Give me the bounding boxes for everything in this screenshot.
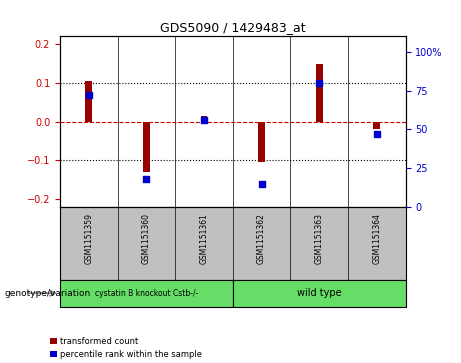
Point — [315, 80, 323, 86]
Text: GSM1151363: GSM1151363 — [315, 213, 324, 264]
Point — [85, 92, 92, 98]
Point — [373, 131, 381, 137]
Text: GSM1151361: GSM1151361 — [200, 213, 208, 264]
Text: GSM1151362: GSM1151362 — [257, 213, 266, 264]
Text: GSM1151364: GSM1151364 — [372, 213, 381, 264]
Bar — [373, 122, 380, 129]
Bar — [85, 81, 92, 122]
Bar — [316, 64, 323, 122]
Point — [200, 117, 207, 123]
Text: GSM1151359: GSM1151359 — [84, 213, 93, 264]
Text: cystatin B knockout Cstb-/-: cystatin B knockout Cstb-/- — [95, 289, 198, 298]
Text: GSM1151360: GSM1151360 — [142, 213, 151, 264]
Bar — [201, 116, 207, 122]
Bar — [60, 280, 233, 307]
Bar — [143, 122, 150, 172]
Point — [142, 176, 150, 182]
Legend: transformed count, percentile rank within the sample: transformed count, percentile rank withi… — [50, 337, 202, 359]
Title: GDS5090 / 1429483_at: GDS5090 / 1429483_at — [160, 21, 306, 34]
Text: genotype/variation: genotype/variation — [5, 289, 91, 298]
Point — [258, 181, 266, 187]
Bar — [233, 280, 406, 307]
Text: wild type: wild type — [297, 288, 342, 298]
Bar — [258, 122, 265, 162]
